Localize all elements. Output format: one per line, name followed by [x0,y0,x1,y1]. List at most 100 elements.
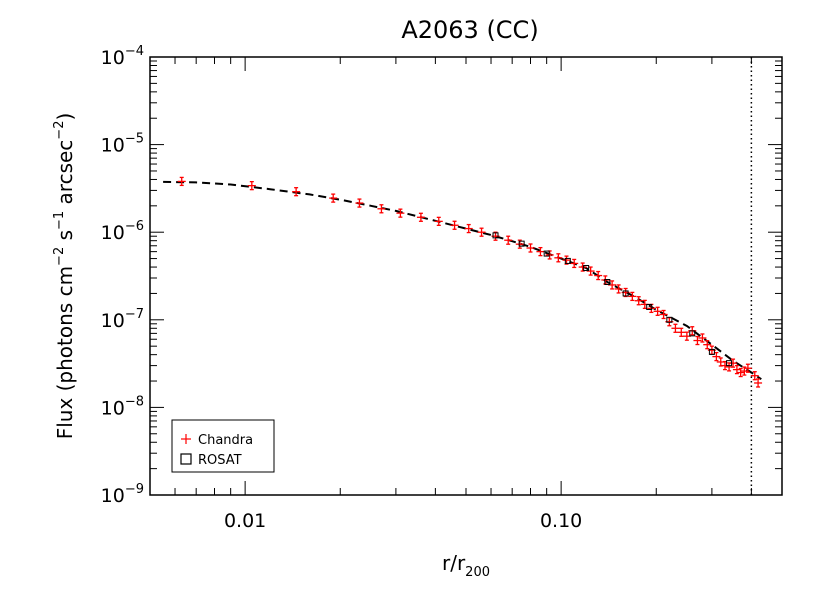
rosat-point [646,303,653,310]
rosat-point-marker [583,265,590,272]
chandra-point [586,266,595,276]
chandra-point [562,255,571,265]
rosat-point-marker [622,290,629,297]
x-tick-label: 0.10 [540,510,582,532]
y-axis-label: Flux (photons cm−2 s−1 arcsec−2) [52,113,77,440]
model-fit-curve [163,180,762,381]
y-tick-label-exponent: −5 [125,132,144,147]
chandra-point [671,323,680,333]
chandra-point [754,378,763,388]
chandra-point [677,327,686,337]
rosat-point-marker [543,250,550,257]
chandra-point [247,180,256,191]
legend-entries: Chandra ROSAT [180,433,253,468]
chandra-point [329,193,338,203]
legend-label: Chandra [198,433,253,448]
rosat-point-marker [646,303,653,310]
chandra-point [377,204,386,214]
y-tick-label-base: 10 [101,222,125,244]
chandra-point [504,235,513,245]
y-axis-label-suffix: ) [53,113,77,121]
chandra-point [659,309,668,320]
rosat-point-marker [604,279,611,286]
chandra-point [720,360,729,371]
chandra-point [177,176,186,187]
chandra-point [416,212,425,222]
chandra-point [740,366,749,376]
y-axis-label-exp1: −2 [52,247,67,266]
y-tick-label-exponent: −9 [125,482,144,497]
chandra-point [698,333,707,343]
chandra-point [628,291,637,302]
chandra-point [292,187,301,197]
y-tick-label: 10−9 [101,482,144,507]
y-tick-label-exponent: −8 [125,394,144,409]
rosat-point-marker [689,330,696,337]
y-tick-label-exponent: −4 [125,44,144,59]
y-tick-label-base: 10 [101,135,125,157]
y-axis-label-prefix: Flux (photons cm [53,266,77,439]
rosat-point [708,348,715,355]
y-tick-label: 10−6 [101,219,144,244]
chandra-point [570,258,579,269]
y-axis-label-mid2: arcsec [53,140,77,211]
rosat-point [543,250,550,257]
y-tick-label-base: 10 [101,397,125,419]
chandra-point [450,220,459,230]
rosat-point-marker [726,360,733,367]
model-curve-layer [163,180,762,381]
chandra-point [729,358,738,368]
rosat-point-marker [564,257,571,264]
y-tick-label: 10−8 [101,394,144,419]
chandra-point [434,216,443,227]
y-tick-label-base: 10 [101,47,125,69]
chandra-point [736,367,745,378]
chart-title: A2063 (CC) [401,16,538,44]
y-tick-label: 10−7 [101,307,144,332]
chandra-point [750,371,759,381]
x-axis-label-main: r/r [442,551,466,575]
rosat-point [622,290,629,297]
legend-label: ROSAT [198,453,242,468]
chandra-point [554,253,563,263]
y-tick-label: 10−5 [101,132,144,157]
chandra-point [464,223,473,234]
rosat-point [518,240,525,247]
rosat-point [564,257,571,264]
rosat-point-marker [492,232,499,239]
rosat-point-marker [708,348,715,355]
x-tick-label: 0.01 [224,510,266,532]
y-axis-label-exp2: −1 [52,211,67,230]
legend-box [171,419,275,473]
y-tick-label-exponent: −6 [125,219,144,234]
rosat-point [666,316,673,323]
chandra-point [594,270,603,281]
x-axis-label: r/r200 [442,551,490,580]
chandra-point [743,363,752,373]
legend-entry-rosat: ROSAT [180,453,242,468]
chandra-point [693,335,702,346]
y-tick-label: 10−4 [101,44,144,69]
chandra-point [477,227,486,237]
rosat-point [583,265,590,272]
rosat-point [604,279,611,286]
legend-entry-chandra: Chandra [181,433,253,448]
rosat-point-marker [518,240,525,247]
rosat-point-marker [666,316,673,323]
rosat-point [689,330,696,337]
legend-square-icon [180,453,192,465]
y-axis-label-exp3: −2 [52,121,67,140]
chandra-point [614,284,623,294]
rosat-point [726,360,733,367]
chandra-point [712,351,721,362]
chandra-point [536,246,545,257]
y-tick-label-base: 10 [101,310,125,332]
chandra-point [355,198,364,208]
x-axis-label-subscript: 200 [465,565,490,580]
chandra-point [634,296,643,306]
y-axis-label-mid1: s [53,230,77,247]
y-tick-label-base: 10 [101,485,125,507]
rosat-point [492,232,499,239]
